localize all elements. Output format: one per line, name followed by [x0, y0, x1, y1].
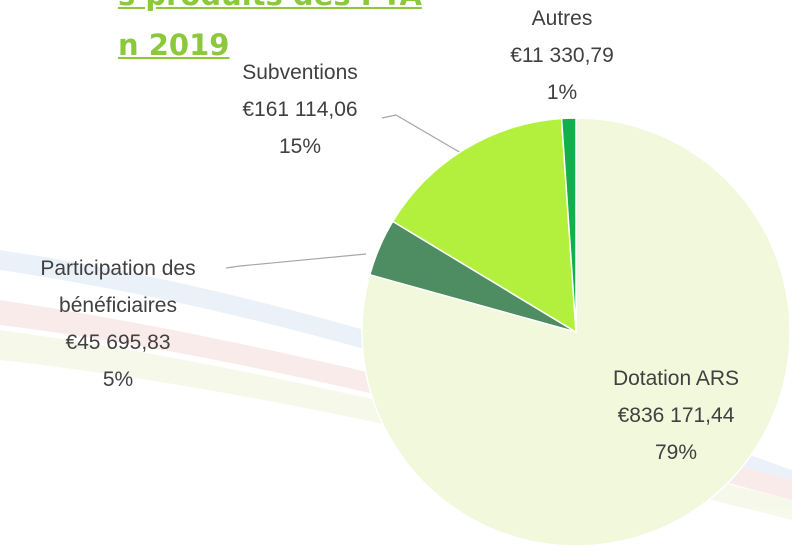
leader-lines	[225, 114, 462, 269]
title-line: n 2019	[118, 28, 230, 62]
category-label: Participation des bénéficiaires	[40, 257, 196, 317]
pie-slice	[560, 117, 577, 333]
category-label: Autres	[531, 7, 593, 30]
data-label: Participation des bénéficiaires €45 695,8…	[11, 250, 226, 398]
value-label: €836 171,44	[617, 404, 735, 427]
value-label: €11 330,79	[510, 44, 614, 67]
category-label: Subventions	[242, 61, 358, 84]
data-label: Autres €11 330,79 1%	[482, 0, 642, 111]
percent-label: 5%	[102, 368, 134, 391]
data-label: Dotation ARS €836 171,44 79%	[576, 360, 776, 471]
value-label: €45 695,83	[65, 331, 171, 354]
value-label: €161 114,06	[242, 98, 358, 121]
pie-slice	[391, 117, 577, 334]
percent-label: 79%	[654, 441, 698, 464]
pie-slice	[361, 117, 791, 547]
title-line: s produits des PTA	[118, 0, 422, 12]
percent-label: 15%	[278, 135, 322, 158]
category-label: Dotation ARS	[612, 367, 740, 390]
data-label: Subventions €161 114,06 15%	[200, 54, 400, 165]
percent-label: 1%	[546, 81, 578, 104]
